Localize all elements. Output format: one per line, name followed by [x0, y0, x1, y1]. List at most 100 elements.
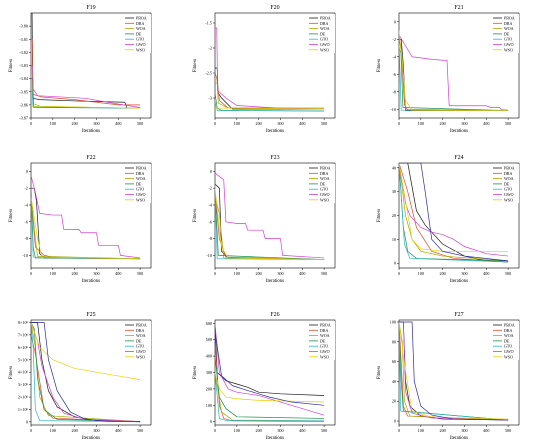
x-tick-label: 0: [398, 428, 400, 433]
series-line-dra: [215, 72, 325, 110]
legend-label-wso: WSO: [504, 354, 513, 359]
series-line-dra: [399, 321, 509, 421]
y-tick-label: 0: [394, 419, 396, 424]
legend-label-de: DE: [504, 31, 510, 36]
y-tick-label: 40: [392, 379, 396, 384]
legend-label-gto: GTO: [504, 344, 512, 349]
x-tick-label: 500: [137, 428, 143, 433]
series-line-gwo: [399, 34, 509, 111]
legend-label-gwo: GWO: [504, 42, 514, 47]
y-tick-label: -10: [206, 253, 212, 258]
x-axis-label: Iterations: [82, 129, 100, 134]
x-tick-label: 400: [115, 271, 121, 276]
x-tick-label: 300: [277, 271, 283, 276]
x-tick-label: 100: [234, 428, 240, 433]
y-tick-label: 60: [392, 359, 396, 364]
legend-label-woa: WOA: [136, 26, 146, 31]
series-lines: [31, 13, 141, 109]
chart-title: F24: [454, 155, 463, 161]
x-tick-label: 500: [137, 271, 143, 276]
series-line-wso: [215, 372, 325, 403]
plot-frame: [30, 319, 152, 426]
legend-label-gwo: GWO: [136, 42, 146, 47]
x-axis-label: Iterations: [266, 279, 284, 284]
series-line-gto: [215, 372, 325, 422]
legend-label-dra: DRA: [504, 171, 513, 176]
y-tick-label: 30: [392, 189, 396, 194]
series-line-de: [31, 183, 141, 260]
legend-label-de: DE: [320, 181, 326, 186]
y-axis-label: Fitness: [377, 209, 382, 223]
series-line-gwo: [399, 163, 509, 257]
series-line-gwo: [215, 172, 325, 259]
plot-frame: [30, 162, 152, 269]
x-tick-label: 400: [299, 121, 305, 126]
x-axis-label: Iterations: [450, 129, 468, 134]
y-tick-label: 40: [392, 165, 396, 170]
legend-label-de: DE: [136, 181, 142, 186]
series-line-woa: [31, 322, 141, 422]
chart-title: F21: [454, 5, 463, 11]
series-line-gwo: [215, 27, 325, 110]
legend-label-gwo: GWO: [136, 192, 146, 197]
legend-label-pboa: PBOA: [320, 323, 331, 328]
x-axis-label: Iterations: [450, 436, 468, 441]
series-line-woa: [215, 372, 325, 422]
chart-title: F19: [86, 5, 95, 11]
legend-label-wso: WSO: [136, 197, 145, 202]
legend-label-gto: GTO: [320, 37, 328, 42]
series-line-woa: [215, 196, 325, 260]
x-tick-label: 300: [93, 428, 99, 433]
legend-label-wso: WSO: [504, 197, 513, 202]
series-line-wso: [399, 30, 509, 111]
series-line-dra: [215, 339, 325, 422]
y-tick-label: 10: [392, 237, 396, 242]
x-tick-label: 300: [277, 121, 283, 126]
x-tick-label: 500: [321, 271, 327, 276]
y-tick-label: -6: [209, 219, 213, 224]
x-tick-label: 100: [50, 271, 56, 276]
y-tick-label: 5×10⁶: [18, 357, 29, 362]
y-tick-label: 20: [392, 213, 396, 218]
x-tick-label: 100: [50, 428, 56, 433]
series-line-de: [31, 322, 141, 422]
series-lines: [215, 27, 325, 112]
x-tick-label: 200: [255, 271, 261, 276]
chart-panel-f26: F26 0 100 200 300 400 500 0 100 200 300 400 500 600 It…: [193, 312, 336, 441]
legend-label-dra: DRA: [136, 171, 145, 176]
legend-label-de: DE: [136, 31, 142, 36]
chart-title: F25: [86, 312, 95, 318]
x-tick-label: 500: [505, 121, 511, 126]
y-tick-label: 0: [26, 419, 28, 424]
legend-label-gto: GTO: [136, 344, 144, 349]
y-tick-label: 0: [394, 261, 396, 266]
series-line-pboa: [399, 38, 509, 111]
legend-label-woa: WOA: [136, 176, 146, 181]
y-tick-label: 3×10⁶: [18, 382, 29, 387]
legend-label-woa: WOA: [320, 176, 330, 181]
series-line-pboa: [31, 322, 141, 423]
x-axis-label: Iterations: [266, 436, 284, 441]
series-line-dra: [31, 38, 141, 106]
series-line-dra: [399, 34, 509, 111]
x-tick-label: 200: [439, 271, 445, 276]
legend-label-pboa: PBOA: [504, 16, 515, 21]
series-line-gto: [31, 188, 141, 260]
y-tick-label: -4: [393, 54, 397, 59]
series-lines: [215, 323, 325, 422]
series-line-pboa: [399, 163, 509, 263]
y-tick-label: -2: [209, 186, 213, 191]
series-lines: [399, 163, 509, 263]
y-axis-label: Fitness: [377, 366, 382, 380]
x-tick-label: 300: [277, 428, 283, 433]
legend-label-de: DE: [320, 31, 326, 36]
legend-label-dra: DRA: [504, 328, 513, 333]
x-tick-label: 300: [461, 428, 467, 433]
legend-label-wso: WSO: [320, 197, 329, 202]
legend-label-wso: WSO: [320, 47, 329, 52]
series-line-wso: [215, 188, 325, 260]
x-tick-label: 0: [398, 121, 400, 126]
series-line-wso: [31, 104, 141, 109]
